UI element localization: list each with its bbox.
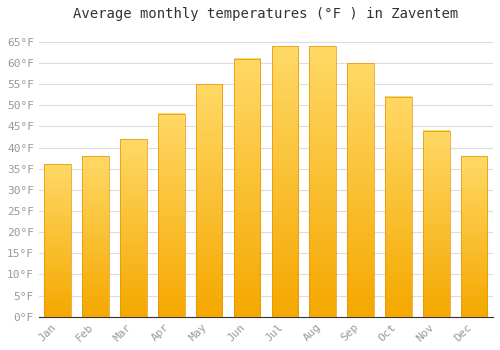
Bar (196, 84, 222, 317)
Bar (385, 97, 411, 317)
Title: Average monthly temperatures (°F ) in Zaventem: Average monthly temperatures (°F ) in Za… (74, 7, 458, 21)
Bar (82, 156, 109, 317)
Bar (423, 131, 450, 317)
Bar (310, 46, 336, 317)
Bar (158, 114, 184, 317)
Bar (44, 164, 71, 317)
Bar (461, 156, 487, 317)
Bar (120, 139, 146, 317)
Bar (234, 59, 260, 317)
Bar (348, 63, 374, 317)
Bar (272, 46, 298, 317)
